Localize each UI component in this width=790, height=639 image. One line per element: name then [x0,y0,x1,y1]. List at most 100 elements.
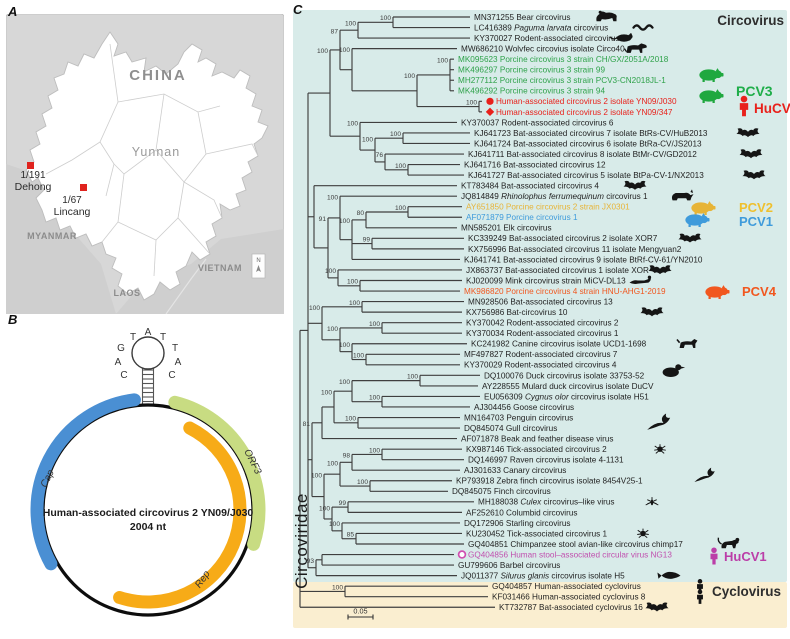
bootstrap-value: 100 [347,121,358,128]
taxon-label: KU230452 Tick-associated circovirus 1 [466,529,608,538]
taxon-label: AF252610 Columbid circovirus [466,508,578,517]
nonanucleotide-letter: T [130,332,136,343]
bootstrap-value: 100 [327,326,338,333]
bird-icon [647,413,671,430]
pig-icon [691,201,716,215]
nonanucleotide-letter: T [160,332,166,343]
taxon-label: KT732787 Bat-associated cyclovirus 16 [499,603,643,612]
human-icon [697,589,703,604]
mink-icon [629,275,652,284]
panel-a-label: A [8,4,18,19]
taxon-label: DQ845074 Gull circovirus [464,424,557,433]
taxon-label: KX756996 Bat-associated circovirus 11 is… [468,245,682,254]
bootstrap-value: 100 [325,268,336,275]
taxon-label: MK095623 Porcine circovirus 3 strain CH/… [458,55,669,64]
related-isolate-marker [457,550,467,559]
nonanucleotide-letter: G [117,343,125,354]
taxon-label: KJ641727 Bat-associated circovirus 5 iso… [468,171,704,180]
gene-arc-rep [113,421,247,609]
taxon-label: GQ404857 Human-associated cyclovirus [492,582,641,591]
taxon-label: KX756986 Bat-circovirus 10 [466,308,568,317]
bootstrap-value: 99 [339,500,347,507]
taxon-label: AY228555 Mulard duck circovirus isolate … [482,382,654,391]
nonanucleotide-letter: A [145,327,152,338]
taxon-label: JQ814849 Rhinolophus ferrumequinum circo… [461,192,648,201]
taxon-label: JQ011377 Silurus glanis circovirus isola… [461,572,625,581]
taxon-label: KC241982 Canine circovirus isolate UCD1-… [471,340,647,349]
taxon-label: MN371255 Bear circovirus [474,13,570,22]
nonanucleotide-letter: C [120,370,127,381]
bootstrap-value: 100 [345,416,356,423]
site-name: Lincang [54,206,91,218]
bootstrap-value: 100 [395,205,406,212]
bootstrap-value: 100 [362,136,373,143]
taxon-label: DQ845075 Finch circovirus [452,487,551,496]
taxon-label: KF031466 Human-associated cyclovirus 8 [492,593,646,602]
laos-vietnam-border [165,258,207,314]
bootstrap-value: 100 [369,447,380,454]
bootstrap-value: 100 [339,218,350,225]
taxon-label: Human-associated circovirus 2 isolate YN… [496,97,677,106]
novel-isolate-marker [485,107,495,117]
taxon-label: MF497827 Rodent-associated circovirus 7 [464,350,618,359]
genome-title: Human-associated circovirus 2 YN09/J030 [43,507,254,519]
taxon-label: KJ641741 Bat-associated circovirus 9 iso… [464,255,703,264]
clade-annotation: PCV4 [742,284,777,299]
bootstrap-value: 100 [407,374,418,381]
taxon-label: KJ641716 Bat-associated circovirus 12 [464,160,606,169]
taxon-label: KY370034 Rodent-associated circovirus 1 [466,329,619,338]
clade-annotation: PCV3 [736,83,773,99]
taxon-label: KC339249 Bat-associated circovirus 2 iso… [468,234,658,243]
compass-icon: N [251,253,266,279]
yunnan-map-panel: CHINA Yunnan MYANMAR VIETNAM LAOS 1/191Dehong… [6,14,284,314]
human-icon [710,547,718,565]
mosquito-icon [645,497,659,506]
bootstrap-value: 100 [349,300,360,307]
panel-c-label: C [293,2,303,17]
site-name: Dehong [15,181,52,193]
pig-icon [685,213,710,227]
tree-branches [299,16,495,608]
human-icon [697,579,703,594]
bootstrap-value: 100 [319,505,330,512]
bootstrap-value: 81 [303,421,311,428]
taxon-label: KJ641724 Bat-associated circovirus 6 iso… [474,139,702,148]
taxon-label: KP793918 Zebra finch circovirus isolate … [456,477,643,486]
bootstrap-value: 100 [327,194,338,201]
bootstrap-value: 100 [437,57,448,64]
bootstrap-value: 100 [345,20,356,27]
bat-icon [736,128,760,138]
bat-icon [739,149,763,159]
taxon-label: MK496297 Porcine circovirus 3 strain 99 [458,66,605,75]
bootstrap-value: 100 [347,279,358,286]
taxon-label: AJ301633 Canary circovirus [464,466,566,475]
map-label: LAOS [113,288,140,298]
map-label: MYANMAR [27,231,77,241]
monkey-icon [717,537,740,549]
taxon-label: MK496292 Porcine circovirus 3 strain 94 [458,87,605,96]
gene-arc-orf3 [168,395,266,551]
bootstrap-value: 76 [376,152,384,159]
bootstrap-value: 100 [357,479,368,486]
rodent-icon [609,33,633,42]
taxon-label: DQ172906 Starling circovirus [464,519,571,528]
bootstrap-value: 80 [357,210,365,217]
taxon-label: JX863737 Bat-associated circovirus 1 iso… [466,266,649,275]
bootstrap-value: 100 [309,305,320,312]
taxon-label: MH277112 Porcine circovirus 3 strain PCV… [458,76,666,85]
bat-icon [640,307,664,317]
bootstrap-value: 100 [339,342,350,349]
bird-icon [694,467,715,482]
gene-arc-cap [30,393,141,571]
pig-icon [705,285,730,299]
nonanucleotide-letter: A [175,357,182,368]
bootstrap-value: 85 [347,532,355,539]
bootstrap-value: 100 [404,73,415,80]
novel-isolate-marker [486,97,494,105]
bootstrap-value: 100 [339,379,350,386]
rhino-icon [671,189,694,201]
